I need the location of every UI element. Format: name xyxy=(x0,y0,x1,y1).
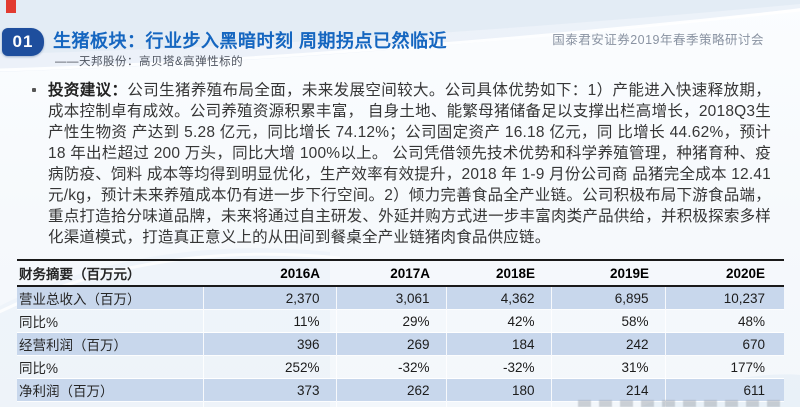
paragraph-lead: 投资建议： xyxy=(48,82,128,99)
cell-value: 6,895 xyxy=(551,286,666,310)
table-row: 净利润（百万） 373 262 180 214 611 xyxy=(17,378,784,402)
cell-value: -32% xyxy=(336,355,447,379)
cell-value: 42% xyxy=(446,309,552,333)
cell-value: 11% xyxy=(203,309,337,333)
cell-value: 670 xyxy=(742,336,765,352)
cell-value: 48% xyxy=(737,313,765,329)
cell-value: 242 xyxy=(551,332,666,356)
red-accent-bar xyxy=(6,0,16,13)
cell-value: 180 xyxy=(446,378,552,402)
cell-value: 185% xyxy=(665,402,784,407)
cell-value: 31% xyxy=(551,355,666,379)
cell-value: 19% xyxy=(551,401,666,407)
row-label: 营业总收入（百万） xyxy=(17,286,204,310)
row-label: 同比% xyxy=(17,355,204,379)
cell-value: 184 xyxy=(446,332,552,356)
section-number-badge: 01 xyxy=(2,28,44,56)
table-row: 同比% 252% -32% -32% 31% 177% xyxy=(17,355,784,379)
col-header-2019e: 2019E xyxy=(609,265,649,281)
bullet-icon xyxy=(32,88,36,92)
cell-value: 238% xyxy=(203,401,337,407)
cell-value: 373 xyxy=(203,378,337,402)
financial-summary-table: 财务摘要（百万元） 2016A 2017A 2018E 2019E 2020E … xyxy=(17,259,784,407)
table-header-row: 财务摘要（百万元） 2016A 2017A 2018E 2019E 2020E xyxy=(17,260,784,286)
cell-value: -32% xyxy=(446,355,552,379)
cell-value: 29% xyxy=(336,309,447,333)
row-label: 同比% xyxy=(17,309,204,333)
cell-value: 58% xyxy=(551,309,666,333)
cell-value: 214 xyxy=(551,378,666,402)
col-header-2018e: 2018E xyxy=(495,265,535,281)
col-header-2016a: 2016A xyxy=(280,265,320,281)
table-title: 财务摘要（百万元） xyxy=(19,267,141,282)
cutoff-footer-artifact xyxy=(578,400,788,407)
row-label: 经营利润（百万） xyxy=(17,332,204,356)
conference-label: 国泰君安证券2019年春季策略研讨会 xyxy=(552,33,764,47)
table-row: 营业总收入（百万） 2,370 3,061 4,362 6,895 10,237 xyxy=(17,286,784,310)
cell-value: 611 xyxy=(743,382,765,398)
row-label: 净利润（百万） xyxy=(17,378,204,402)
cell-value: 10,237 xyxy=(723,290,765,306)
cell-value: 2,370 xyxy=(203,286,337,310)
cell-value: 252% xyxy=(203,355,337,379)
paragraph-text: 公司生猪养殖布局全面，未来发展空间较大。公司具体优势如下：1）产能进入快速释放期… xyxy=(48,82,771,246)
row-label: 同比% xyxy=(17,401,204,407)
cell-value: -30% xyxy=(336,401,447,407)
col-header-2020e: 2020E xyxy=(725,265,765,281)
cell-value: 4,362 xyxy=(446,286,552,310)
cell-value: 177% xyxy=(730,359,765,375)
table-row: 经营利润（百万） 396 269 184 242 670 xyxy=(17,332,784,356)
cell-value: 269 xyxy=(336,332,447,356)
cell-value: -30% xyxy=(446,401,552,407)
cell-value: 3,061 xyxy=(336,286,447,310)
slide-subtitle: ——天邦股份：高贝塔&高弹性标的 xyxy=(55,56,244,68)
table-row: 同比%238%-30%-30%19%185% xyxy=(17,401,784,407)
cell-value: 262 xyxy=(336,378,447,402)
investment-paragraph: 投资建议：公司生猪养殖布局全面，未来发展空间较大。公司具体优势如下：1）产能进入… xyxy=(48,80,771,248)
cell-value: 396 xyxy=(203,332,337,356)
col-header-2017a: 2017A xyxy=(390,265,430,281)
investment-advice-block: 投资建议：公司生猪养殖布局全面，未来发展空间较大。公司具体优势如下：1）产能进入… xyxy=(32,80,771,248)
table-row: 同比% 11% 29% 42% 58% 48% xyxy=(17,309,784,333)
slide-title: 生猪板块：行业步入黑暗时刻 周期拐点已然临近 xyxy=(53,31,447,51)
